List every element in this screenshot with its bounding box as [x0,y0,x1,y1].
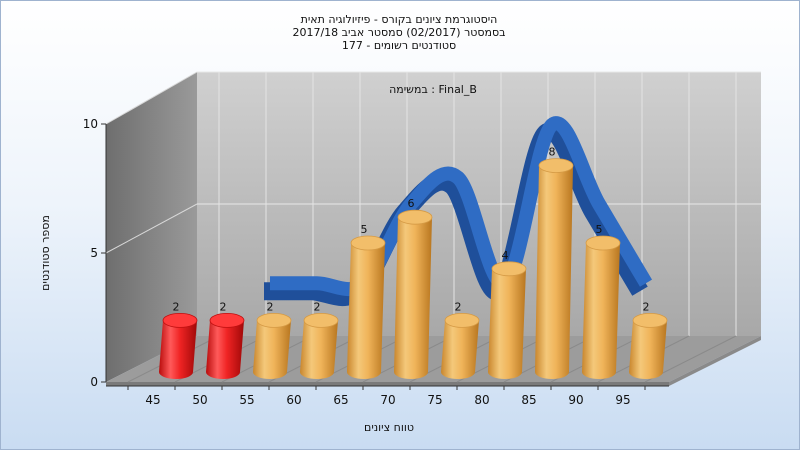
bar-top [585,235,621,251]
bar-body [300,320,338,379]
y-tick-label: 5 [90,246,98,260]
chart-title: היסטוגרמת ציונים בקורס - פיזיולוגיה תאית… [292,13,505,52]
bar-body [582,243,620,379]
bar [300,312,339,379]
bar [488,261,527,379]
x-tick-label: 60 [286,393,301,407]
bar-top [397,209,433,225]
bar-value-label: 2 [267,300,274,313]
bar-body [629,320,667,379]
x-tick-label: 80 [474,393,489,407]
bar [441,312,480,379]
bar-value-label: 2 [643,300,650,313]
bar [394,209,433,379]
bar-body [253,320,291,379]
bar-value-label: 5 [361,223,368,236]
bar-top [303,312,339,328]
bar [159,312,198,379]
bar-value-label: 2 [455,300,462,313]
gridline-side [105,203,198,254]
bar [347,235,386,379]
data-labels: 2 2 2 2 5 6 2 4 8 5 2 [173,146,650,314]
x-tick-label: 75 [427,393,442,407]
bar-top [538,158,574,174]
gridline-side [105,71,198,125]
title-line-2: בסמסטר (02/2017) סמסטר אביב 2017/18 [292,26,505,39]
title-line-3: סטודנטים רשומים - 177 [342,39,456,52]
bar-value-label: 2 [173,300,180,313]
line-series-shadow [264,122,648,306]
line-series-ribbon [270,116,653,296]
bar-body [347,243,385,379]
bar-top [350,235,386,251]
bar-top [491,261,527,277]
bar-body [441,320,479,379]
bar-value-label: 2 [220,300,227,313]
x-axis: 45 50 55 60 65 70 75 80 85 90 95 [106,385,669,407]
x-tick-label: 70 [380,393,395,407]
floor-edge [106,382,669,386]
bar [253,312,292,379]
x-tick-label: 65 [333,393,348,407]
bar [582,235,621,379]
title-line-1: היסטוגרמת ציונים בקורס - פיזיולוגיה תאית [301,13,498,26]
bar-body [535,165,573,379]
floor-edge-right [669,336,761,386]
bar-body [206,320,244,379]
bar-value-label: 6 [408,197,415,210]
x-tick-label: 85 [521,393,536,407]
x-tick-label: 45 [145,393,160,407]
bar-value-label: 5 [596,223,603,236]
x-axis-label: טווח ציונים [364,421,414,434]
x-tick-label: 55 [239,393,254,407]
y-tick-label: 10 [83,117,98,131]
bar-body [159,320,197,379]
bar [206,312,245,379]
y-axis-label: מספר סטודנטים [39,215,52,291]
bar-top [209,312,245,328]
line-series [264,116,653,306]
bar-value-label: 8 [549,146,556,159]
bar-body [394,217,432,379]
y-axis: 0 5 10 [83,117,107,389]
bar-top [632,312,668,328]
task-annotation: במשימה : Final_B [389,83,477,96]
bar [535,158,574,379]
x-tick-label: 50 [192,393,207,407]
bar-top [162,312,198,328]
x-tick-label: 90 [568,393,583,407]
x-tick-label: 95 [615,393,630,407]
bar-value-label: 2 [314,300,321,313]
bar-top [444,312,480,328]
bar [629,312,668,379]
bar-series [159,158,668,379]
y-tick-label: 0 [90,375,98,389]
bar-top [256,312,292,328]
left-wall [106,72,197,382]
bar-value-label: 4 [502,249,509,262]
bar-body [488,268,526,379]
